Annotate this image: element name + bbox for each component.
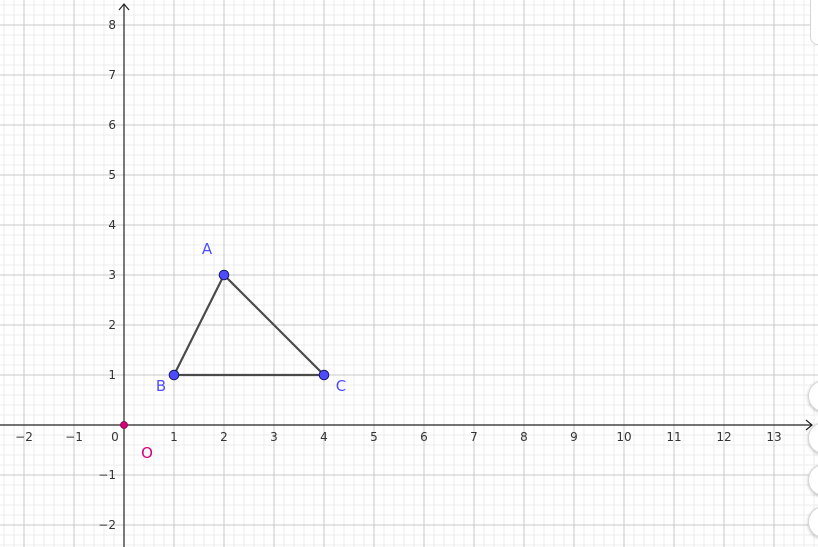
y-tick-label: 4 <box>108 218 116 232</box>
x-tick-label: 0 <box>111 430 119 444</box>
x-tick-label: 5 <box>370 430 378 444</box>
point-label-o: O <box>141 444 153 462</box>
point-a[interactable] <box>218 269 230 281</box>
segment-ca[interactable] <box>222 273 326 377</box>
y-tick-label: −1 <box>98 468 116 482</box>
x-axis-tick-labels: −2 −1 0 1 2 3 4 5 6 7 8 9 10 11 12 13 <box>15 430 781 444</box>
y-tick-label: −2 <box>98 518 116 532</box>
point-b[interactable] <box>168 369 180 381</box>
x-axis-arrow <box>805 419 813 431</box>
y-tick-label: 2 <box>108 318 116 332</box>
x-tick-label: 6 <box>420 430 428 444</box>
y-axis-tick-labels: −2 −1 1 2 3 4 5 6 7 8 <box>98 18 116 532</box>
y-tick-label: 8 <box>108 18 116 32</box>
y-tick-label: 7 <box>108 68 116 82</box>
x-tick-label: 9 <box>570 430 578 444</box>
point-label-b: B <box>156 377 166 395</box>
point-label-c: C <box>336 377 346 395</box>
style-bar-toggle[interactable] <box>810 0 818 45</box>
x-tick-label: −2 <box>15 430 33 444</box>
x-tick-label: 2 <box>220 430 228 444</box>
x-tick-label: 12 <box>716 430 731 444</box>
point-labels: A B C O <box>141 240 346 462</box>
point-c[interactable] <box>318 369 330 381</box>
x-tick-label: 7 <box>470 430 478 444</box>
segment-ab[interactable] <box>172 273 226 377</box>
x-tick-label: −1 <box>65 430 83 444</box>
x-tick-label: 10 <box>616 430 631 444</box>
x-tick-label: 3 <box>270 430 278 444</box>
y-tick-label: 6 <box>108 118 116 132</box>
triangle-abc[interactable] <box>172 273 326 377</box>
y-tick-label: 5 <box>108 168 116 182</box>
point-o[interactable] <box>120 421 128 429</box>
x-tick-label: 8 <box>520 430 528 444</box>
y-axis-arrow <box>118 3 130 11</box>
x-tick-label: 11 <box>666 430 681 444</box>
axes <box>0 3 813 547</box>
x-tick-label: 4 <box>320 430 328 444</box>
x-tick-label: 13 <box>766 430 781 444</box>
points[interactable] <box>120 269 330 429</box>
x-tick-label: 1 <box>170 430 178 444</box>
point-label-a: A <box>202 240 213 258</box>
y-tick-label: 1 <box>108 368 116 382</box>
y-tick-label: 3 <box>108 268 116 282</box>
